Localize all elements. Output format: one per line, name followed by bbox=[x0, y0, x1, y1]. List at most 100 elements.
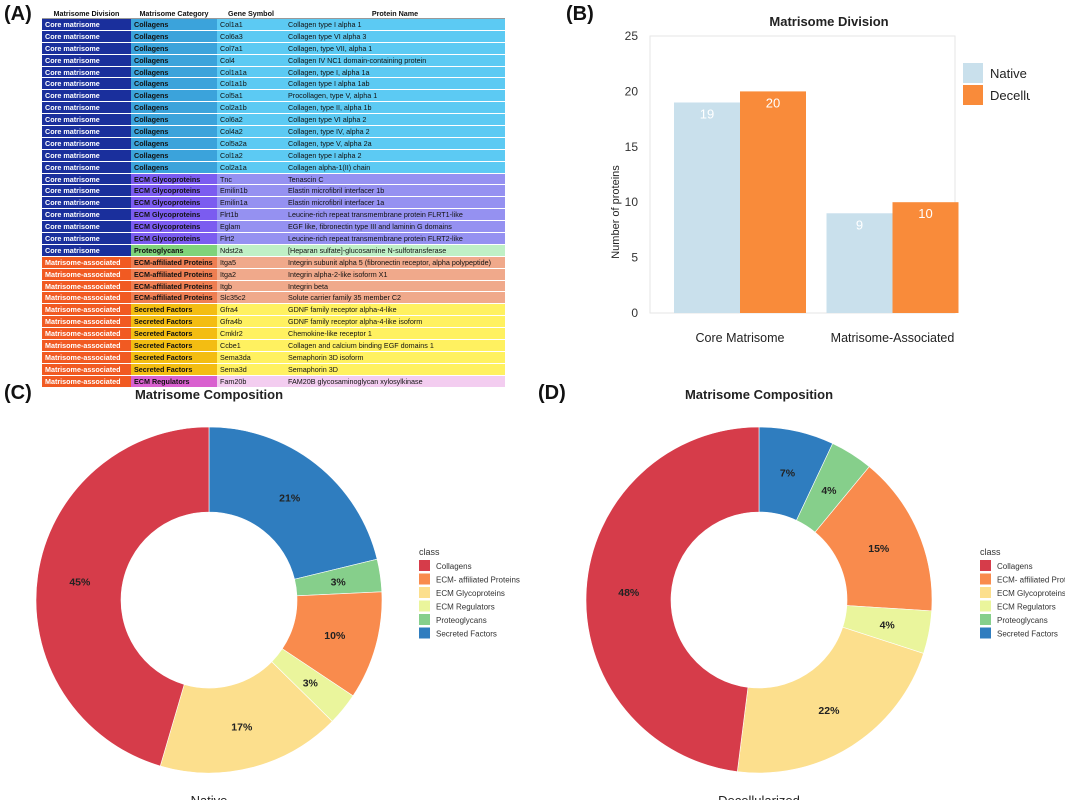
gene-symbol-cell: Sema3d bbox=[217, 363, 285, 376]
gene-symbol-cell: Cmklr2 bbox=[217, 327, 285, 341]
protein-name-cell: FAM20B glycosaminoglycan xylosylkinase bbox=[285, 375, 505, 388]
slice-percent-label: 10% bbox=[324, 630, 346, 642]
table-row: Core matrisome ECM Glycoproteins Tnc Tenasc… bbox=[42, 173, 505, 186]
protein-name-cell: Semaphorin 3D bbox=[285, 363, 505, 376]
protein-name-cell: Collagen type VI alpha 3 bbox=[285, 30, 505, 43]
table-row: Core matrisome Collagens Col2a1b Collagen, … bbox=[42, 101, 505, 115]
protein-name-cell: Collagen type I alpha 2 bbox=[285, 149, 505, 162]
table-row: Core matrisome Collagens Col7a1 Collagen, t… bbox=[42, 42, 505, 55]
gene-symbol-cell: Ccbe1 bbox=[217, 339, 285, 352]
category-cell: Collagens bbox=[131, 54, 217, 67]
division-cell: Matrisome-associated bbox=[42, 327, 131, 341]
protein-name-cell: Collagen alpha-1(II) chain bbox=[285, 161, 505, 174]
gene-symbol-cell: Col1a1 bbox=[217, 18, 285, 31]
gene-symbol-cell: Col1a1a bbox=[217, 66, 285, 79]
bar-data-label: 9 bbox=[856, 217, 863, 232]
y-tick-label: 15 bbox=[625, 140, 639, 154]
protein-name-cell: Solute carrier family 35 member C2 bbox=[285, 291, 505, 305]
table-row: Matrisome-associated Secreted Factors Ccbe… bbox=[42, 339, 505, 352]
division-cell: Matrisome-associated bbox=[42, 315, 131, 329]
legend-swatch bbox=[980, 560, 991, 571]
category-cell: Collagens bbox=[131, 42, 217, 55]
legend-label: Native bbox=[990, 66, 1027, 81]
division-cell: Core matrisome bbox=[42, 18, 131, 31]
donut-title: Matrisome Composition bbox=[685, 387, 833, 402]
legend-label: ECM Regulators bbox=[997, 603, 1056, 612]
legend-label: ECM Regulators bbox=[436, 603, 495, 612]
division-cell: Core matrisome bbox=[42, 244, 131, 257]
category-cell: ECM-affiliated Proteins bbox=[131, 291, 217, 305]
gene-symbol-cell: Flrt1b bbox=[217, 208, 285, 222]
table-row: Core matrisome ECM Glycoproteins Emilin1b E… bbox=[42, 184, 505, 198]
table-row: Core matrisome Collagens Col1a1 Collagen ty… bbox=[42, 18, 505, 31]
legend-swatch bbox=[980, 600, 991, 612]
donut-x-label: Native bbox=[191, 793, 228, 800]
x-tick-label: Core Matrisome bbox=[696, 331, 785, 345]
table-row: Core matrisome ECM Glycoproteins Eglam EGF … bbox=[42, 220, 505, 234]
donut-x-label: Decellularized bbox=[718, 793, 800, 800]
legend-swatch-decellularized bbox=[963, 85, 983, 105]
y-tick-label: 0 bbox=[631, 306, 638, 320]
category-cell: Collagens bbox=[131, 89, 217, 103]
table-row: Matrisome-associated ECM Regulators Fam20b… bbox=[42, 375, 505, 388]
header-protein-name: Protein Name bbox=[285, 8, 505, 19]
category-cell: Collagens bbox=[131, 149, 217, 162]
slice-percent-label: 48% bbox=[618, 587, 640, 599]
protein-name-cell: Collagen and calcium binding EGF domains… bbox=[285, 339, 505, 352]
division-cell: Matrisome-associated bbox=[42, 303, 131, 317]
x-tick-label: Matrisome-Associated bbox=[831, 331, 955, 345]
protein-name-cell: [Heparan sulfate]-glucosamine N-sulfotra… bbox=[285, 244, 505, 257]
category-cell: Collagens bbox=[131, 77, 217, 91]
category-cell: Secreted Factors bbox=[131, 351, 217, 364]
protein-name-cell: Procollagen, type V, alpha 1 bbox=[285, 89, 505, 103]
category-cell: ECM-affiliated Proteins bbox=[131, 268, 217, 281]
y-tick-label: 20 bbox=[625, 84, 639, 98]
legend-swatch bbox=[980, 587, 991, 598]
category-cell: Collagens bbox=[131, 113, 217, 127]
legend-label: Proteoglycans bbox=[436, 616, 487, 625]
gene-symbol-cell: Ndst2a bbox=[217, 244, 285, 257]
bar-native-1 bbox=[826, 213, 893, 313]
header-division: Matrisome Division bbox=[42, 8, 131, 19]
y-tick-label: 10 bbox=[625, 195, 639, 209]
division-cell: Core matrisome bbox=[42, 77, 131, 91]
bar-decellularized-1 bbox=[892, 202, 959, 313]
protein-name-cell: Integrin alpha-2-like isoform X1 bbox=[285, 268, 505, 281]
bar-data-label: 20 bbox=[766, 95, 780, 110]
legend-label: Secreted Factors bbox=[997, 630, 1058, 639]
protein-name-cell: GDNF family receptor alpha-4-like isofor… bbox=[285, 315, 505, 329]
panel-label-a: (A) bbox=[4, 3, 32, 25]
legend-title: class bbox=[980, 547, 1001, 557]
division-cell: Matrisome-associated bbox=[42, 256, 131, 269]
division-cell: Matrisome-associated bbox=[42, 268, 131, 281]
gene-symbol-cell: Col7a1 bbox=[217, 42, 285, 55]
division-cell: Core matrisome bbox=[42, 208, 131, 222]
table-row: Matrisome-associated ECM-affiliated Prote… bbox=[42, 268, 505, 281]
gene-symbol-cell: Itga2 bbox=[217, 268, 285, 281]
legend-label: Collagens bbox=[436, 562, 472, 571]
protein-name-cell: Collagen type VI alpha 2 bbox=[285, 113, 505, 127]
table-row: Core matrisome ECM Glycoproteins Flrt2 Leuc… bbox=[42, 232, 505, 245]
protein-name-cell: Collagen, type VII, alpha 1 bbox=[285, 42, 505, 55]
division-cell: Core matrisome bbox=[42, 220, 131, 234]
bar-y-axis-label: Number of proteins bbox=[610, 165, 622, 259]
division-cell: Core matrisome bbox=[42, 173, 131, 186]
division-cell: Core matrisome bbox=[42, 149, 131, 162]
category-cell: Collagens bbox=[131, 137, 217, 150]
category-cell: Secreted Factors bbox=[131, 363, 217, 376]
gene-symbol-cell: Col1a1b bbox=[217, 77, 285, 91]
legend-label: ECM- affiliated Prote bbox=[997, 576, 1065, 585]
legend-label: Secreted Factors bbox=[436, 630, 497, 639]
protein-name-cell: Collagen IV NC1 domain-containing protei… bbox=[285, 54, 505, 67]
table-row: Core matrisome Collagens Col5a2a Collagen, … bbox=[42, 137, 505, 150]
bar-data-label: 19 bbox=[700, 106, 714, 121]
category-cell: ECM-affiliated Proteins bbox=[131, 280, 217, 293]
protein-name-cell: Collagen type I alpha 1 bbox=[285, 18, 505, 31]
category-cell: ECM Regulators bbox=[131, 375, 217, 388]
category-cell: Secreted Factors bbox=[131, 339, 217, 352]
legend-swatch bbox=[419, 600, 430, 612]
table-row: Core matrisome Collagens Col2a1a Collagen a… bbox=[42, 161, 505, 174]
legend-label: Decellularized bbox=[990, 88, 1030, 103]
protein-name-cell: Elastin microfibril interfacer 1b bbox=[285, 184, 505, 198]
table-row: Core matrisome Collagens Col1a1a Collagen, … bbox=[42, 66, 505, 79]
